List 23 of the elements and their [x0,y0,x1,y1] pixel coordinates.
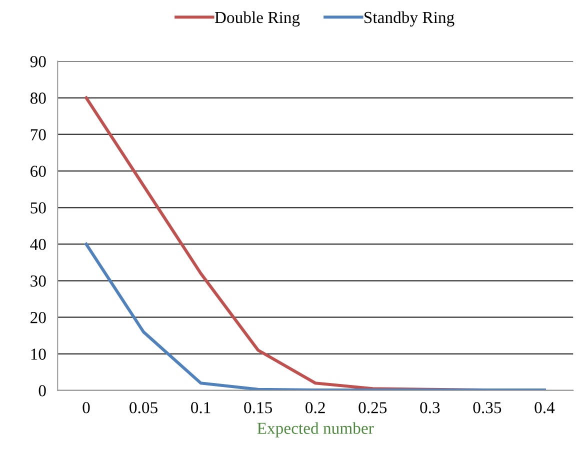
y-tick-label: 70 [30,129,46,140]
x-tick-label: 0.4 [534,402,555,414]
y-tick-label: 0 [38,385,46,396]
x-tick-label: 0.35 [473,402,502,414]
y-tick-label: 10 [31,348,46,360]
x-tick-label: 0.3 [420,402,440,414]
x-tick-label: 0 [82,402,90,414]
y-tick-label: 20 [30,312,46,324]
x-tick-label: 0.15 [244,402,272,414]
x-axis-title: Expected number [257,422,374,438]
x-tick-label: 0.2 [306,402,325,414]
y-tick-label: 30 [30,275,46,287]
x-tick-label: 0.25 [358,402,387,414]
y-tick-label: 90 [30,56,46,68]
y-tick-label: 80 [30,92,46,104]
y-tick-label: 60 [30,166,46,177]
y-tick-label: 40 [30,238,46,250]
legend-label: Standby Ring [364,11,454,27]
x-tick-label: 0.05 [130,402,158,414]
line-series [84,242,546,390]
legend-label: Double Ring [214,11,300,27]
y-tick-label: 50 [30,202,46,214]
x-tick-label: 0.1 [191,402,210,414]
